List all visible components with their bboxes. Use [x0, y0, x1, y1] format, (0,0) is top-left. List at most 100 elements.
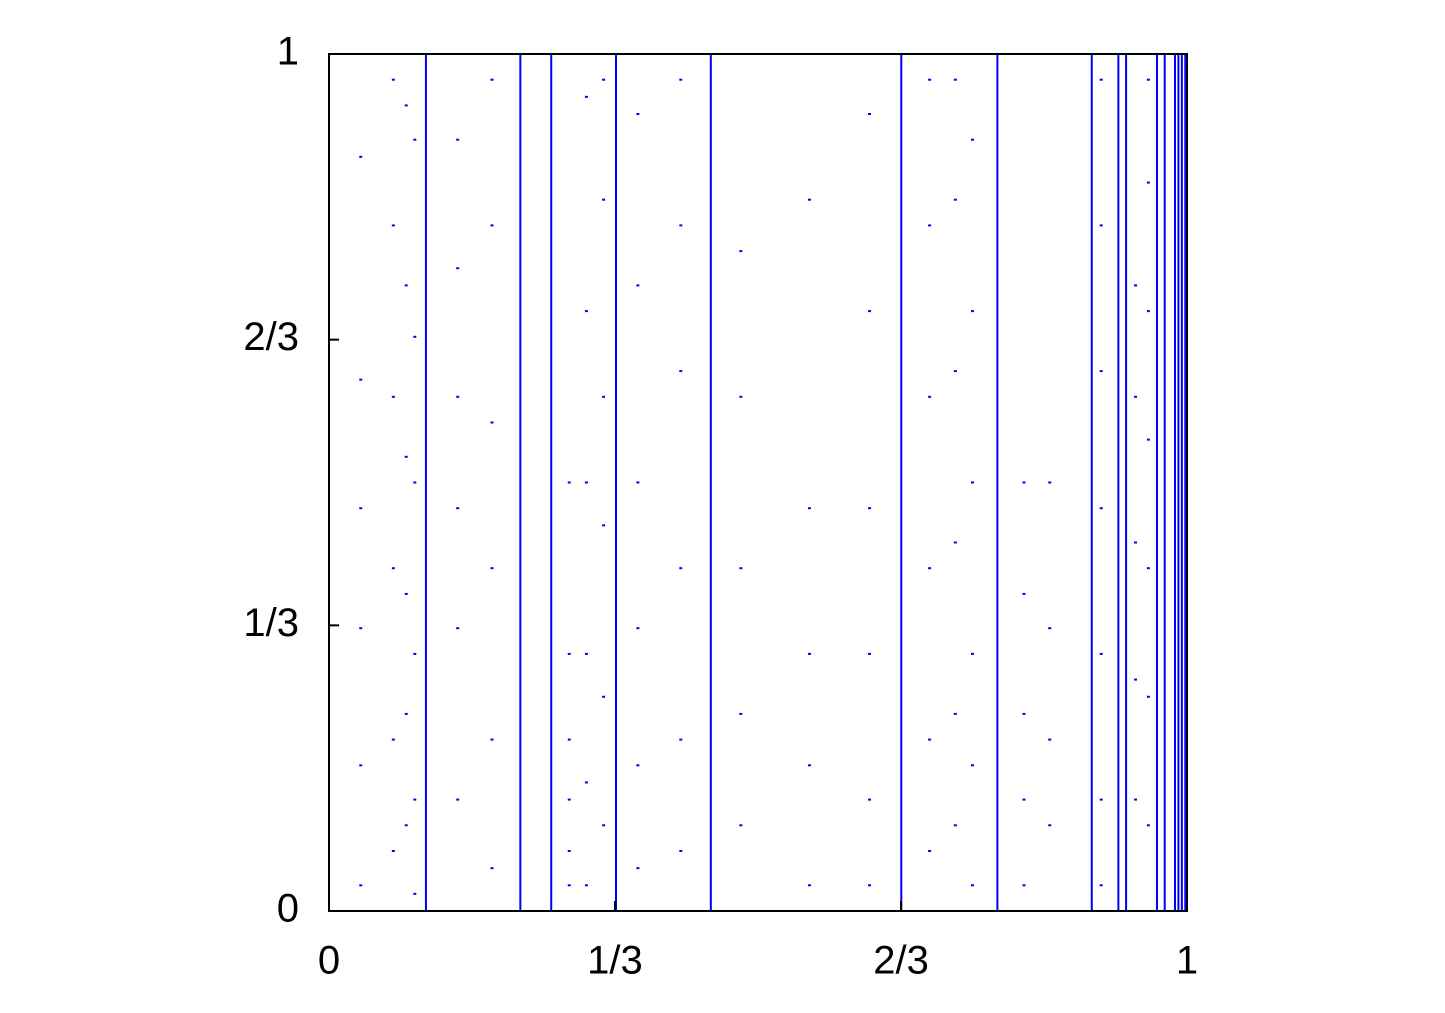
- point: [636, 627, 640, 630]
- point: [679, 738, 683, 741]
- point: [1022, 798, 1026, 801]
- x-tick-label: 0: [318, 939, 340, 983]
- point: [868, 112, 872, 115]
- point: [404, 824, 408, 827]
- point: [953, 78, 957, 81]
- point: [1134, 395, 1138, 398]
- point: [953, 370, 957, 373]
- point: [584, 781, 588, 784]
- point: [567, 652, 571, 655]
- point: [456, 507, 460, 510]
- point: [807, 652, 811, 655]
- point: [404, 284, 408, 287]
- point: [868, 310, 872, 313]
- point: [391, 567, 395, 570]
- point: [1048, 824, 1052, 827]
- point: [679, 78, 683, 81]
- point: [1134, 678, 1138, 681]
- point: [1099, 78, 1103, 81]
- point: [1146, 310, 1150, 313]
- y-tick-label: 0: [277, 887, 299, 931]
- point: [953, 712, 957, 715]
- point: [490, 421, 494, 424]
- point: [490, 867, 494, 870]
- point: [679, 370, 683, 373]
- point: [391, 224, 395, 227]
- point: [391, 78, 395, 81]
- y-tick-label: 1/3: [243, 601, 299, 645]
- point: [404, 104, 408, 107]
- point: [1146, 824, 1150, 827]
- point: [413, 652, 417, 655]
- point: [1146, 78, 1150, 81]
- point: [359, 155, 363, 158]
- point: [953, 541, 957, 544]
- point: [567, 884, 571, 887]
- point: [679, 567, 683, 570]
- point: [490, 224, 494, 227]
- point: [739, 712, 743, 715]
- point: [584, 95, 588, 98]
- point: [868, 798, 872, 801]
- point: [391, 395, 395, 398]
- point: [456, 267, 460, 270]
- point: [1048, 627, 1052, 630]
- point: [359, 764, 363, 767]
- point: [1099, 224, 1103, 227]
- point: [602, 78, 606, 81]
- point: [807, 507, 811, 510]
- point: [359, 507, 363, 510]
- point: [971, 481, 974, 484]
- point: [567, 798, 571, 801]
- point: [1048, 738, 1052, 741]
- point: [602, 695, 606, 698]
- point: [1099, 507, 1103, 510]
- point: [1134, 284, 1138, 287]
- x-tick-label: 1/3: [587, 939, 643, 983]
- point: [584, 481, 588, 484]
- point: [953, 824, 957, 827]
- point: [1134, 798, 1138, 801]
- y-tick-label: 1: [277, 30, 299, 74]
- point: [584, 652, 588, 655]
- point: [928, 850, 932, 853]
- point: [1048, 481, 1052, 484]
- point: [928, 567, 932, 570]
- point: [1146, 695, 1150, 698]
- point: [1022, 592, 1026, 595]
- point: [1134, 541, 1138, 544]
- point: [636, 867, 640, 870]
- point: [359, 378, 363, 381]
- point: [928, 395, 932, 398]
- plot-frame: [328, 53, 1188, 912]
- point: [602, 395, 606, 398]
- x-tick-label: 1: [1176, 939, 1198, 983]
- point: [1099, 652, 1103, 655]
- point: [739, 824, 743, 827]
- point: [739, 395, 743, 398]
- point: [413, 138, 417, 141]
- point: [456, 138, 460, 141]
- point: [636, 284, 640, 287]
- point: [413, 481, 417, 484]
- point: [404, 592, 408, 595]
- point: [413, 892, 417, 895]
- point: [1022, 884, 1026, 887]
- point: [928, 78, 932, 81]
- point: [971, 884, 974, 887]
- point: [971, 138, 974, 141]
- point: [1022, 481, 1026, 484]
- point: [404, 712, 408, 715]
- point: [413, 335, 417, 338]
- point: [868, 884, 872, 887]
- point: [359, 627, 363, 630]
- point: [636, 764, 640, 767]
- point: [584, 310, 588, 313]
- x-tick-label: 2/3: [873, 939, 929, 983]
- point: [567, 481, 571, 484]
- point: [1022, 712, 1026, 715]
- point: [456, 395, 460, 398]
- point: [456, 798, 460, 801]
- point: [679, 224, 683, 227]
